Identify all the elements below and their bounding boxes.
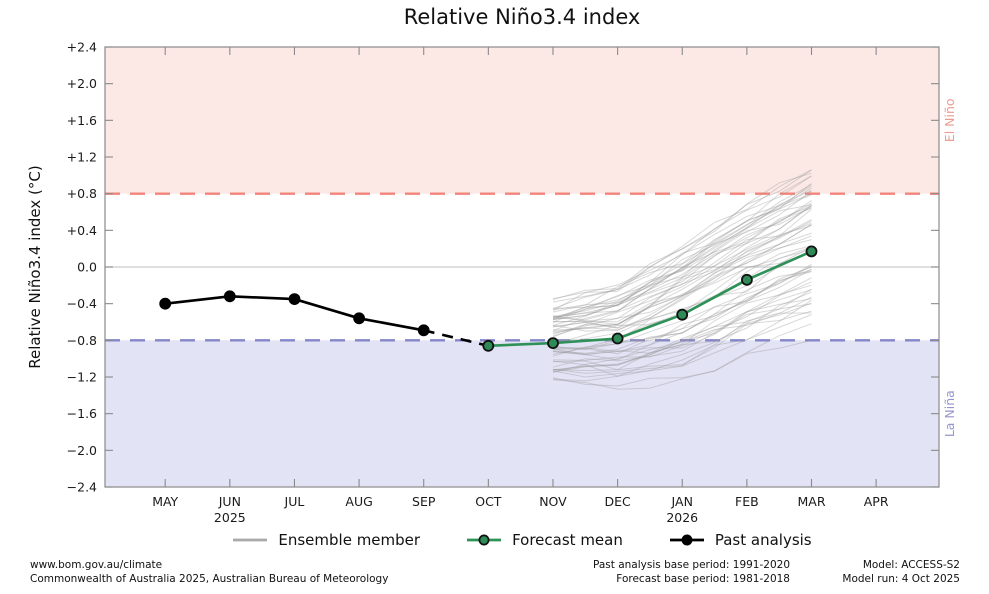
svg-text:−0.4: −0.4: [67, 296, 97, 311]
svg-text:SEP: SEP: [412, 494, 436, 509]
svg-text:JUN: JUN: [218, 494, 241, 509]
svg-text:JUL: JUL: [284, 494, 305, 509]
footer-site-url: www.bom.gov.au/climate: [30, 559, 163, 571]
la-nina-band: [105, 340, 939, 487]
footer-model-info: Model: ACCESS-S2 Model run: 4 Oct 2025: [842, 559, 960, 586]
svg-text:OCT: OCT: [475, 494, 502, 509]
footer-base-periods: Past analysis base period: 1991-2020 For…: [593, 559, 790, 586]
footer-copyright: Commonwealth of Australia 2025, Australi…: [30, 572, 389, 585]
legend-label-ensemble: Ensemble member: [278, 531, 421, 549]
svg-text:NOV: NOV: [539, 494, 567, 509]
svg-text:FEB: FEB: [735, 494, 759, 509]
series-forecast-mean: [482, 245, 818, 352]
legend-item-ensemble: Ensemble member: [232, 531, 420, 549]
footer-model-name: Model: ACCESS-S2: [862, 559, 960, 571]
svg-text:+1.6: +1.6: [67, 113, 97, 128]
svg-text:+2.0: +2.0: [67, 76, 97, 91]
svg-text:APR: APR: [864, 494, 889, 509]
legend-item-past: Past analysis: [669, 531, 812, 549]
past-analysis-line-icon: [669, 534, 704, 546]
svg-text:+2.4: +2.4: [67, 40, 97, 55]
legend-item-forecast: Forecast mean: [466, 531, 623, 549]
series-past-analysis: [159, 290, 430, 337]
svg-text:2025: 2025: [214, 510, 246, 525]
svg-text:+0.4: +0.4: [67, 223, 97, 238]
el-nino-band: [105, 47, 939, 194]
chart-legend: Ensemble member Forecast mean Past analy…: [105, 531, 939, 549]
legend-label-forecast: Forecast mean: [512, 531, 623, 549]
svg-text:−2.4: −2.4: [67, 480, 97, 495]
svg-text:MAY: MAY: [152, 494, 178, 509]
y-axis-label: Relative Niño3.4 index (°C): [26, 165, 44, 368]
ensemble-line-icon: [233, 538, 268, 542]
svg-text:−2.0: −2.0: [67, 443, 97, 458]
svg-text:−1.6: −1.6: [67, 406, 97, 421]
svg-text:−0.8: −0.8: [67, 333, 97, 348]
svg-text:2026: 2026: [666, 510, 698, 525]
axis-tick-labels: +2.4 +2.0 +1.6 +1.2 +0.8 +0.4 0.0 −0.4 −0.8 −1.2 −…: [67, 40, 889, 526]
footer-model-run-date: Model run: 4 Oct 2025: [842, 572, 960, 585]
footer-past-base-period: Past analysis base period: 1991-2020: [593, 559, 790, 571]
svg-text:+1.2: +1.2: [67, 150, 97, 165]
footer-attribution: www.bom.gov.au/climate Commonwealth of A…: [30, 559, 388, 586]
legend-label-past: Past analysis: [714, 531, 812, 549]
svg-text:MAR: MAR: [797, 494, 825, 509]
svg-text:AUG: AUG: [345, 494, 372, 509]
svg-text:−1.2: −1.2: [67, 370, 97, 385]
forecast-line-icon: [467, 534, 502, 546]
svg-text:DEC: DEC: [604, 494, 631, 509]
la-nina-region-label: La Niña: [942, 390, 957, 437]
footer-forecast-base-period: Forecast base period: 1981-2018: [616, 572, 790, 585]
svg-text:+0.8: +0.8: [67, 186, 97, 201]
axis-ticks: [105, 46, 939, 488]
chart-title: Relative Niño3.4 index: [403, 5, 641, 29]
ensemble-members: [552, 169, 812, 390]
el-nino-region-label: El Niño: [942, 98, 957, 142]
svg-text:0.0: 0.0: [77, 260, 97, 275]
svg-text:JAN: JAN: [671, 494, 693, 509]
